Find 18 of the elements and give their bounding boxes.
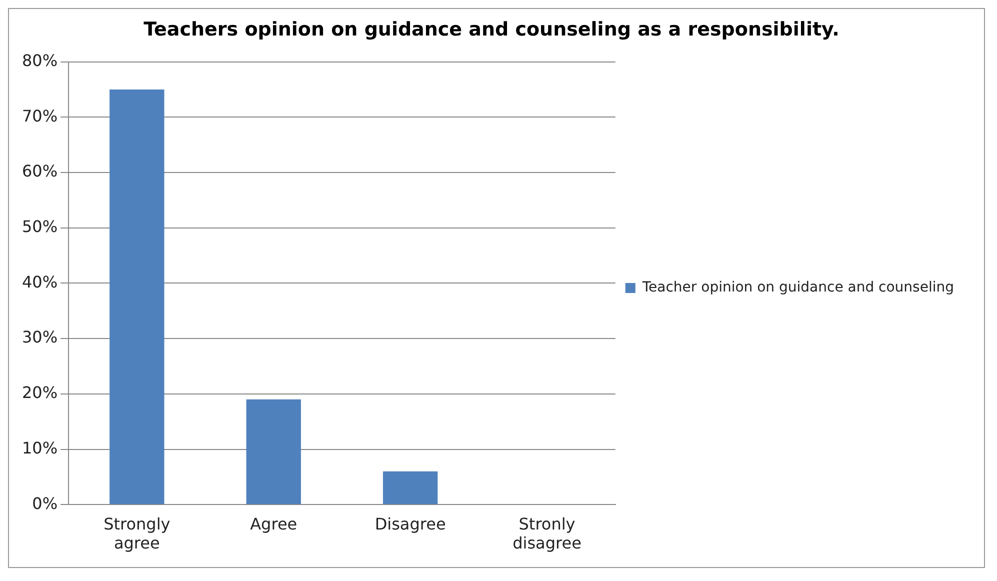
bar (246, 399, 301, 504)
y-tick-label: 50% (22, 217, 58, 236)
legend-label: Teacher opinion on guidance and counseling (641, 280, 954, 296)
x-tick-label: Disagree (374, 514, 446, 534)
x-tick-label: Strongly agree (104, 514, 170, 553)
x-tick-label: Agree (250, 514, 298, 534)
y-tick-label: 20% (22, 383, 58, 402)
bar (110, 89, 164, 504)
y-tick-label: 30% (22, 328, 58, 347)
chart-title: Teachers opinion on guidance and counseling as a responsibility. (144, 18, 840, 40)
y-tick-label: 80% (22, 50, 58, 70)
y-tick-label: 10% (22, 438, 58, 458)
y-tick-label: 0% (32, 494, 58, 513)
bar (382, 471, 438, 504)
y-tick-label: 40% (22, 272, 58, 292)
x-tick-label: Stronly disagree (512, 514, 582, 553)
y-tick-label: 70% (22, 106, 58, 126)
y-tick-label: 60% (22, 162, 58, 181)
